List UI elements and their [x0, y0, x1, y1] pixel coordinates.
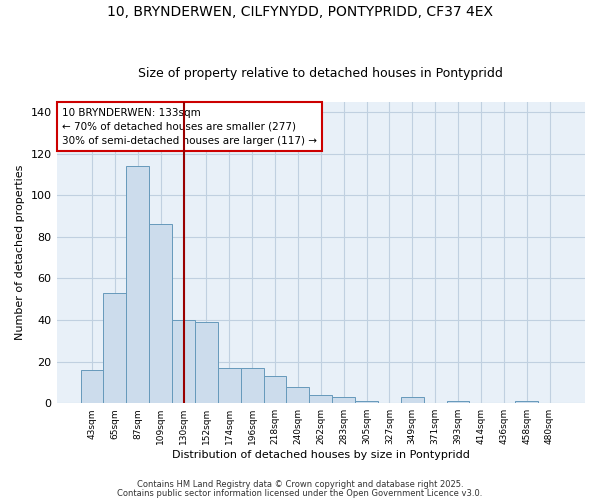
Bar	[446, 401, 469, 403]
Bar	[515, 401, 538, 403]
Text: Contains public sector information licensed under the Open Government Licence v3: Contains public sector information licen…	[118, 488, 482, 498]
Bar	[401, 397, 424, 403]
Bar	[263, 376, 286, 403]
Bar	[310, 395, 332, 403]
Bar	[127, 166, 149, 403]
Y-axis label: Number of detached properties: Number of detached properties	[15, 164, 25, 340]
Bar	[241, 368, 263, 403]
Bar	[103, 293, 127, 403]
Bar	[172, 320, 195, 403]
X-axis label: Distribution of detached houses by size in Pontypridd: Distribution of detached houses by size …	[172, 450, 470, 460]
Bar	[149, 224, 172, 403]
Bar	[332, 397, 355, 403]
Title: Size of property relative to detached houses in Pontypridd: Size of property relative to detached ho…	[139, 66, 503, 80]
Bar	[355, 401, 378, 403]
Text: 10 BRYNDERWEN: 133sqm
← 70% of detached houses are smaller (277)
30% of semi-det: 10 BRYNDERWEN: 133sqm ← 70% of detached …	[62, 108, 317, 146]
Bar	[286, 386, 310, 403]
Bar	[80, 370, 103, 403]
Text: 10, BRYNDERWEN, CILFYNYDD, PONTYPRIDD, CF37 4EX: 10, BRYNDERWEN, CILFYNYDD, PONTYPRIDD, C…	[107, 5, 493, 19]
Bar	[218, 368, 241, 403]
Text: Contains HM Land Registry data © Crown copyright and database right 2025.: Contains HM Land Registry data © Crown c…	[137, 480, 463, 489]
Bar	[195, 322, 218, 403]
